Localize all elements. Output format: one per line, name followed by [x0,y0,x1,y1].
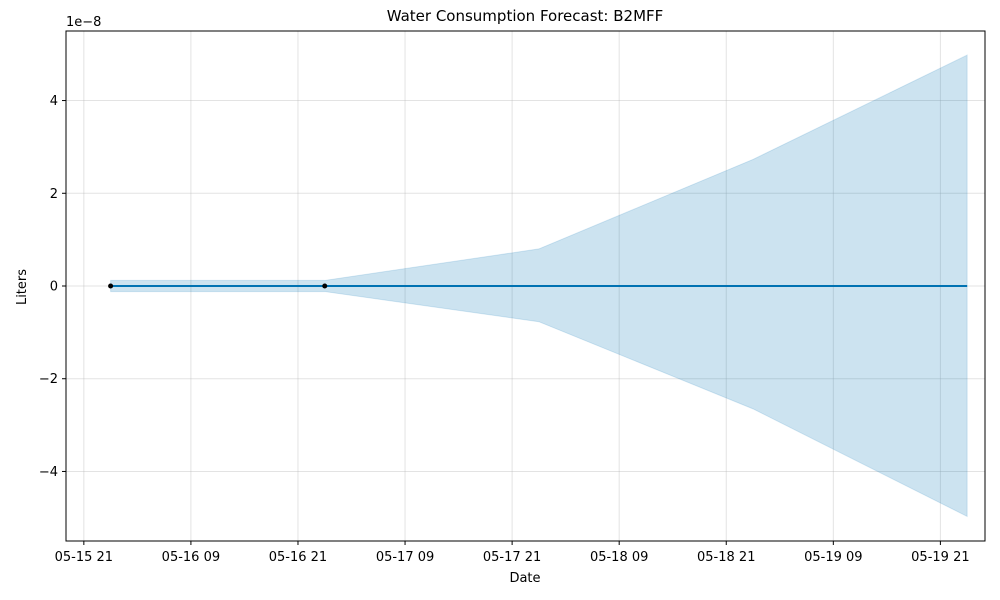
x-tick-label: 05-19 21 [911,550,969,565]
observed-points-layer [108,283,328,289]
chart-title: Water Consumption Forecast: B2MFF [387,7,664,25]
y-axis-ticks: −4 −2 0 2 4 [39,94,66,480]
x-tick-label: 05-18 21 [697,550,755,565]
y-tick-label: 4 [50,94,58,109]
x-axis-ticks: 05-15 21 05-16 09 05-16 21 05-17 09 05-17 21… [55,541,970,565]
x-tick-label: 05-15 21 [55,550,113,565]
observed-point [322,283,328,289]
x-tick-label: 05-19 09 [804,550,862,565]
y-scale-label: 1e−8 [66,15,101,30]
x-tick-label: 05-17 09 [376,550,434,565]
x-tick-label: 05-17 21 [483,550,541,565]
y-axis-label: Liters [15,269,30,305]
x-tick-label: 05-18 09 [590,550,648,565]
y-tick-label: −2 [39,372,58,387]
y-tick-label: 0 [50,280,58,295]
x-tick-label: 05-16 09 [162,550,220,565]
observed-point [108,283,114,289]
x-tick-label: 05-16 21 [269,550,327,565]
x-axis-label: Date [509,571,540,586]
y-tick-label: −4 [39,465,58,480]
y-tick-label: 2 [50,187,58,202]
